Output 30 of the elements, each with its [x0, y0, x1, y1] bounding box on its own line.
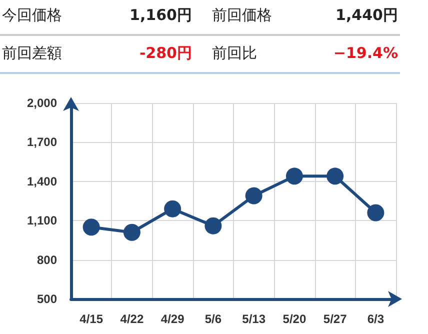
y-tick-label: 800 [36, 252, 58, 267]
point [123, 224, 140, 241]
point [204, 217, 222, 234]
text: -280円 [139, 44, 192, 63]
point [164, 200, 182, 218]
text: 今回価格 [2, 6, 62, 25]
point [286, 168, 303, 185]
text: 前回価格 [212, 6, 272, 25]
text: −19.4% [333, 44, 398, 62]
y-tick-label: 1,100 [26, 214, 58, 228]
text: 前回差額 [2, 44, 62, 63]
y-tick-label: 500 [36, 292, 58, 306]
y-tick-label: 1,700 [26, 135, 58, 150]
x-tick-label: 4/29 [160, 312, 185, 326]
y-tick-label: 1,400 [26, 174, 58, 188]
point [326, 168, 344, 185]
x-tick-label: 4/22 [120, 312, 144, 326]
y-tick-label: 2,000 [26, 96, 58, 110]
x-tick-label: 5/27 [323, 312, 348, 326]
point [367, 204, 384, 222]
text: 1,160円 [130, 6, 192, 25]
point [82, 218, 100, 236]
x-tick-label: 5/13 [242, 312, 266, 326]
x-tick-label: 4/15 [80, 312, 104, 326]
x-tick-label: 5/6 [204, 312, 222, 326]
point [245, 187, 262, 204]
text: 1,440円 [336, 6, 398, 25]
text: 前回比 [212, 44, 257, 63]
x-tick-label: 6/3 [367, 312, 384, 326]
x-tick-label: 5/20 [282, 312, 306, 326]
